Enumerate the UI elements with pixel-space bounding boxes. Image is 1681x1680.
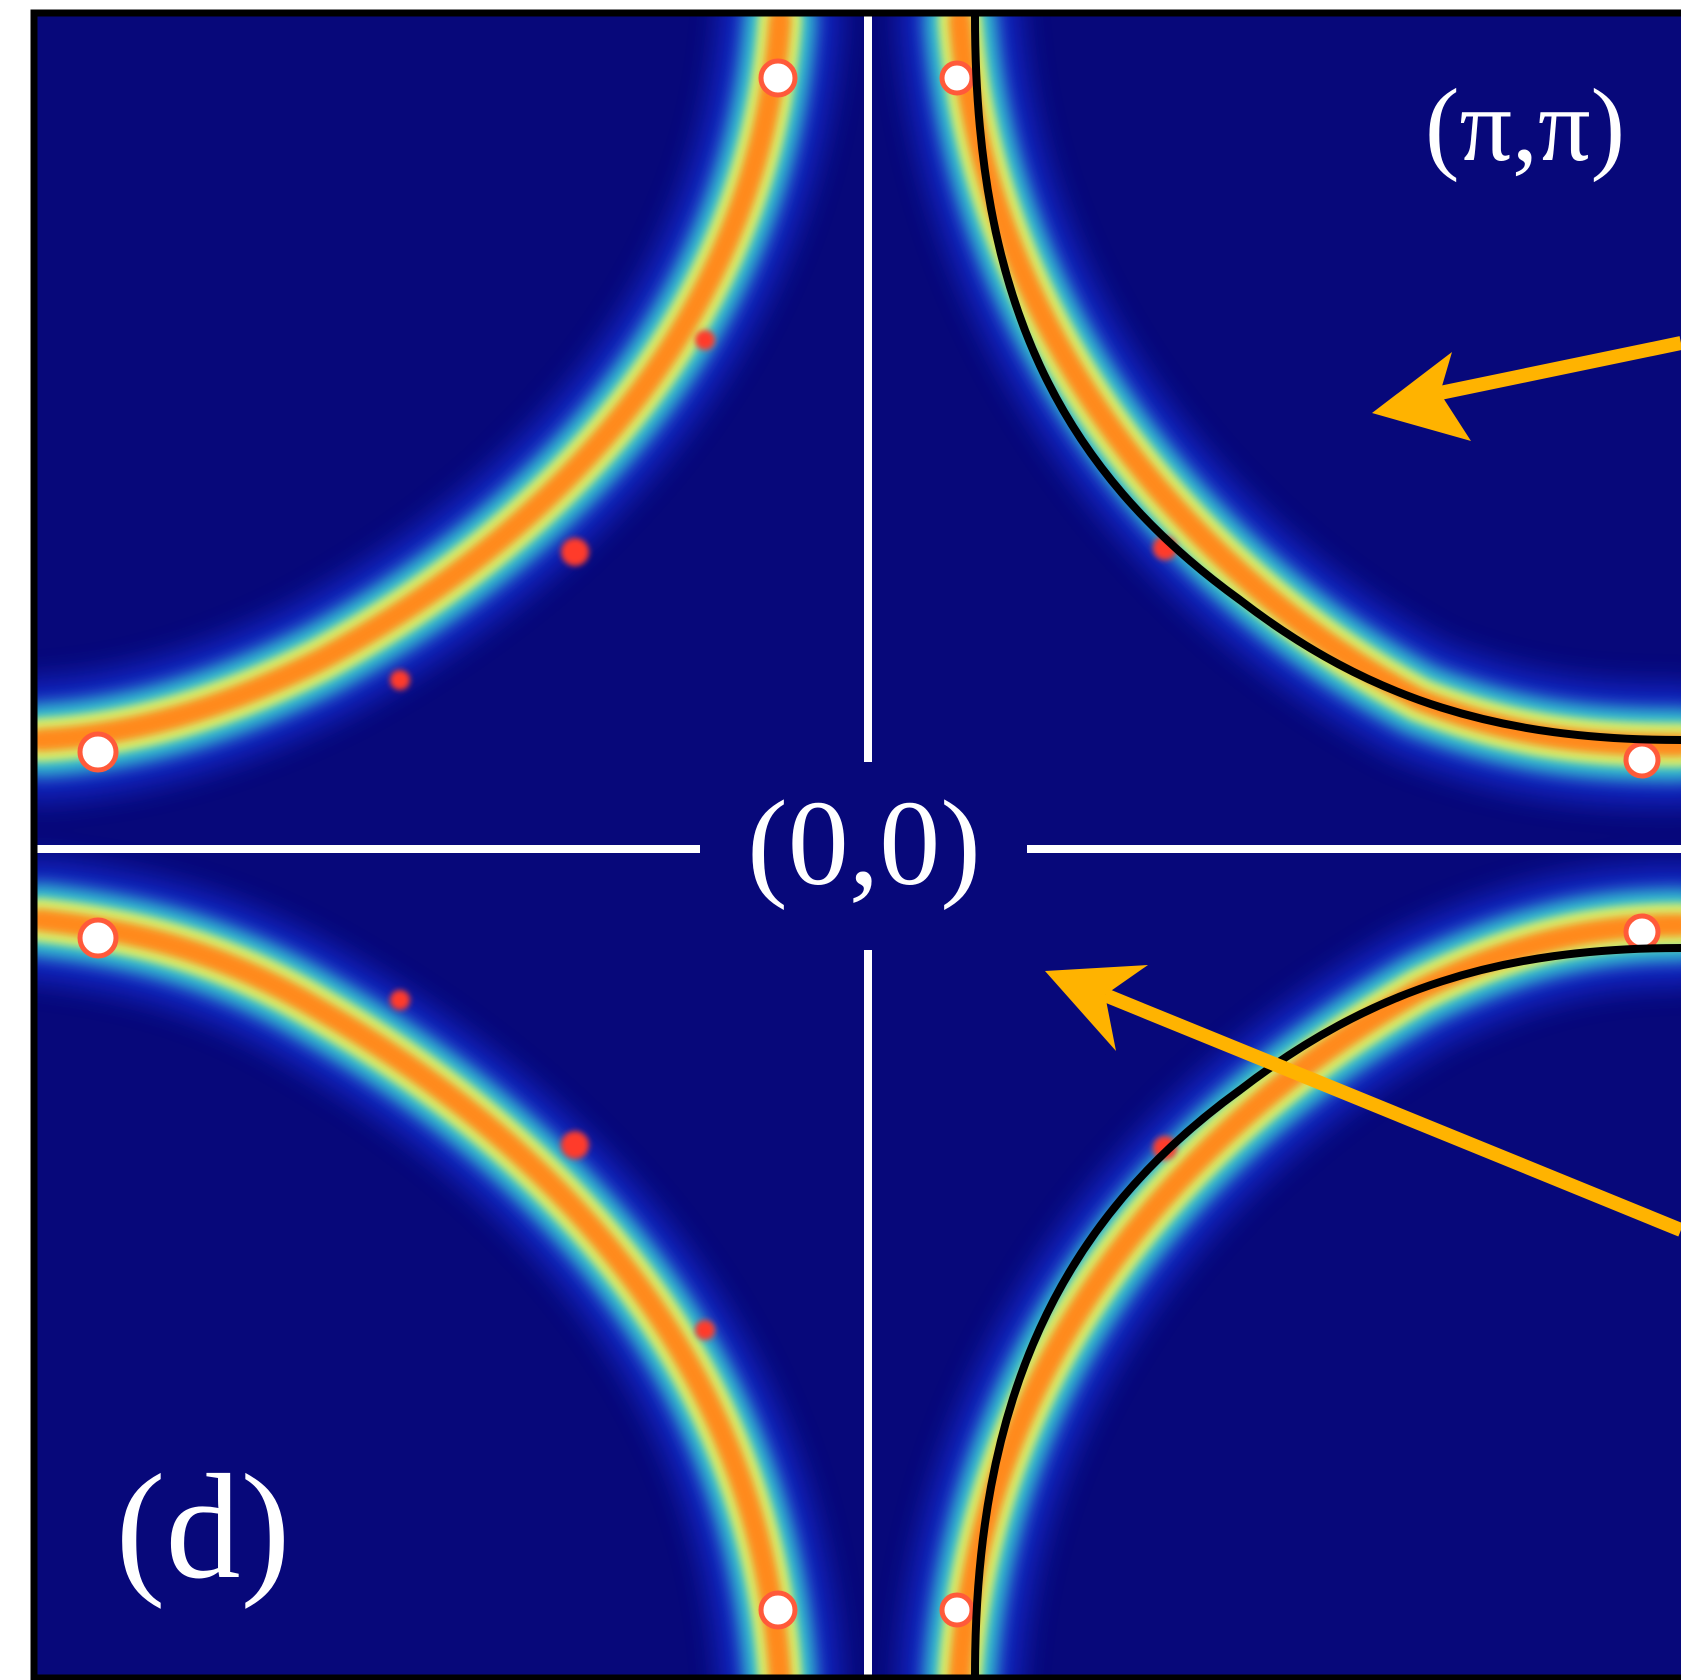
annotation-arrow-lower-shaft [1102, 988, 1681, 1237]
plot-frame [30, 9, 1681, 1680]
intensity-hotspots [390, 330, 1177, 1340]
panel-label: (d) [116, 1444, 291, 1610]
annotation-arrow-upper-head [1372, 352, 1471, 441]
intensity-peaks [77, 58, 1661, 1630]
center-label: (0,0) [747, 776, 981, 911]
annotation-arrow-lower-head [1045, 965, 1148, 1051]
intensity-band-core [36, 16, 1681, 1676]
fermi-surface-curve-upper [971, 16, 1681, 744]
corner-label: (π,π) [1425, 68, 1625, 183]
fermi-surface-curve-lower [971, 944, 1681, 1676]
annotation-arrow-upper-shaft [1438, 336, 1681, 400]
